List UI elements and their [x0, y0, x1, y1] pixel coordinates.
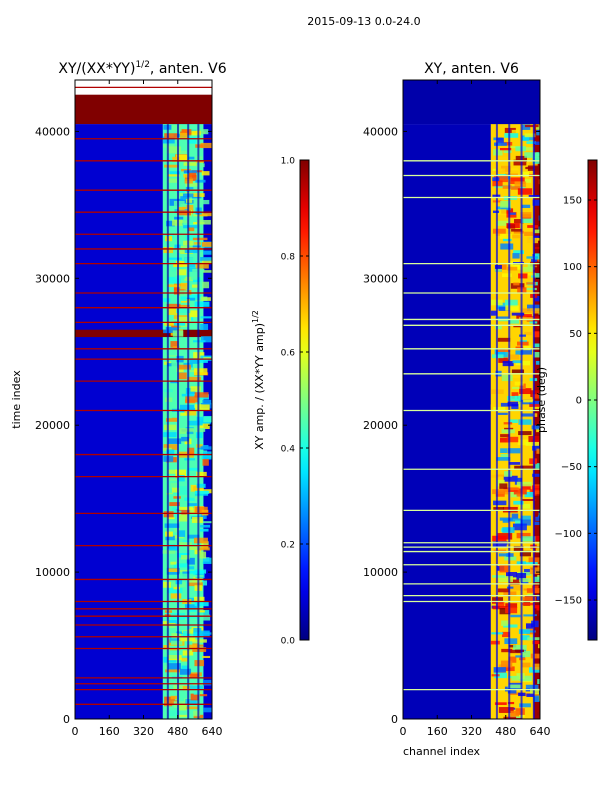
x-tick-label: 320 — [461, 725, 482, 738]
colorbar-tick-label: 0.4 — [281, 445, 296, 455]
colorbar-tick-label: 150 — [563, 196, 582, 207]
colorbar — [299, 159, 310, 641]
colorbar-tick-label: 0.2 — [281, 541, 295, 551]
colorbar-label: phase (deg) — [535, 367, 548, 433]
colorbar-label-exponent: 1/2 — [251, 310, 260, 323]
x-tick-label: 0 — [400, 725, 407, 738]
colorbar-label-main: XY amp. / (XX*YY amp) — [253, 323, 266, 450]
y-tick-label: 40000 — [35, 125, 70, 138]
x-tick-label: 320 — [133, 725, 154, 738]
signal-texture — [490, 124, 540, 719]
y-tick-label: 30000 — [35, 272, 70, 285]
panel-title: XY/(XX*YY)1/2, anten. V6 — [58, 60, 226, 77]
y-tick-label: 40000 — [363, 125, 398, 138]
y-tick-label: 20000 — [35, 419, 70, 432]
heatmap-band-top-band — [403, 80, 540, 125]
heatmap-image — [403, 80, 540, 719]
y-tick-label: 30000 — [363, 272, 398, 285]
colorbar-tick-label: 1.0 — [281, 157, 296, 167]
colorbar-tick-label: 0 — [576, 396, 582, 407]
x-tick-label: 0 — [72, 725, 79, 738]
y-tick-label: 0 — [391, 713, 398, 726]
heatmap-band-phase-wrap-right — [533, 124, 540, 719]
colorbar-tick-label: 0.0 — [281, 637, 296, 647]
x-tick-label: 640 — [202, 725, 223, 738]
x-tick-label: 160 — [427, 725, 448, 738]
colorbar-tick-label: 0.6 — [281, 349, 296, 359]
heatmap-image — [75, 86, 212, 719]
colorbar-tick-label: 100 — [563, 262, 582, 273]
panel-title-main: XY/(XX*YY) — [58, 61, 135, 77]
heatmap-band-saturated-top — [75, 94, 212, 125]
colorbar-tick-label: 0.8 — [281, 253, 296, 263]
panel-title-exponent: 1/2 — [135, 60, 149, 70]
panel-title-rest: , anten. V6 — [150, 61, 227, 77]
x-tick-label: 160 — [99, 725, 120, 738]
x-tick-label: 480 — [167, 725, 188, 738]
colorbar-tick-label: −100 — [555, 529, 582, 540]
colorbar-tick-label: −50 — [561, 462, 582, 473]
y-tick-label: 10000 — [35, 566, 70, 579]
figure-suptitle: 2015-09-13 0.0-24.0 — [307, 15, 420, 28]
x-tick-label: 480 — [495, 725, 516, 738]
colorbar-label: XY amp. / (XX*YY amp)1/2 — [251, 310, 266, 450]
heatmap-band-saturated-row-26000 — [75, 329, 212, 338]
y-tick-label: 20000 — [363, 419, 398, 432]
right-heatmap-panel: 0 160 320 480 640 0 10000 20000 30000 40000 XY, an… — [363, 61, 598, 758]
colorbar-tick-label: 50 — [569, 329, 582, 340]
y-axis-label: time index — [10, 370, 23, 429]
x-tick-label: 640 — [530, 725, 551, 738]
y-tick-label: 0 — [63, 713, 70, 726]
colorbar-tick-label: −150 — [555, 596, 582, 607]
left-heatmap-panel: 0 160 320 480 640 0 10000 20000 30000 40000 XY/(XX… — [10, 60, 310, 738]
panel-title: XY, anten. V6 — [424, 61, 519, 77]
x-axis-label: channel index — [403, 745, 481, 758]
y-tick-label: 10000 — [363, 566, 398, 579]
